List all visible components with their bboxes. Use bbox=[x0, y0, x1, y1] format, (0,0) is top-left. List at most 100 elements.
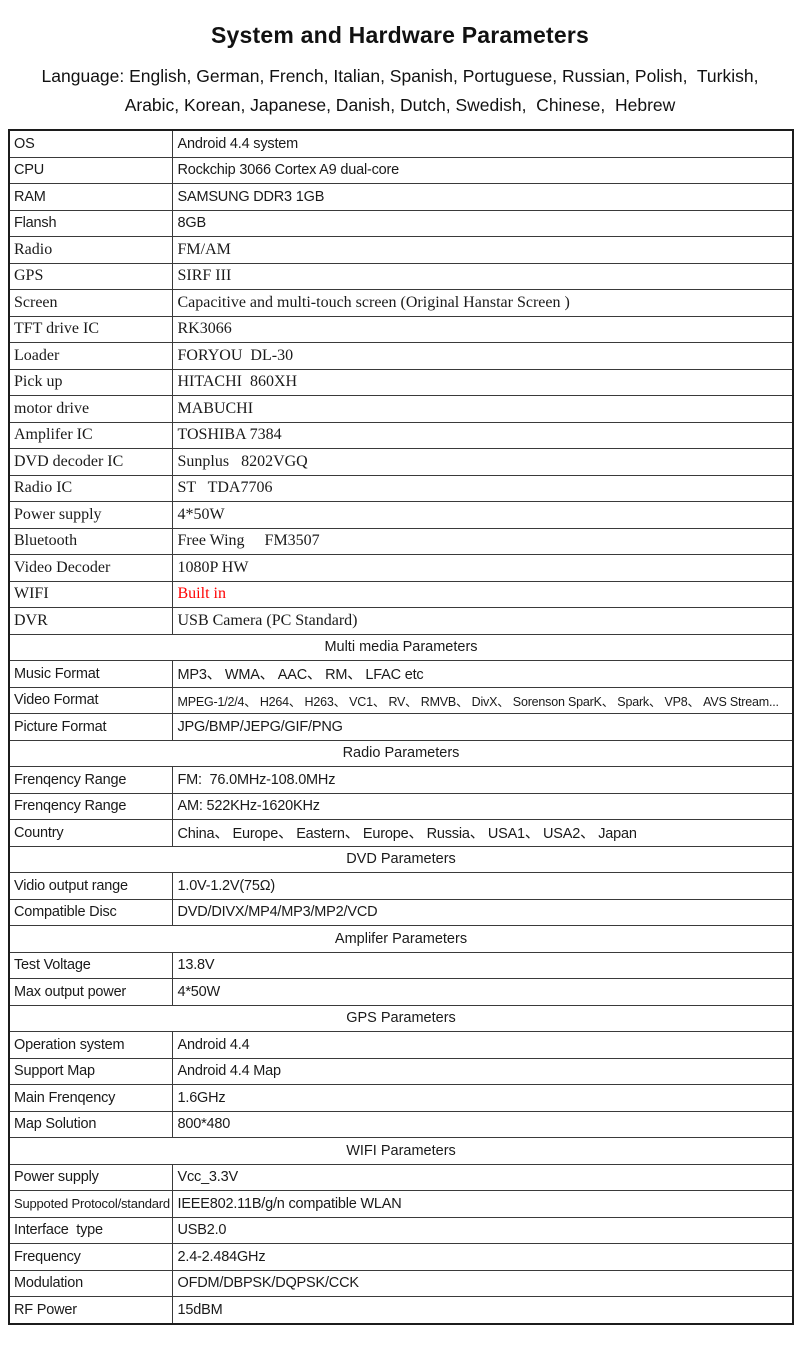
spec-row: Screen Capacitive and multi-touch screen… bbox=[8, 289, 794, 317]
spec-row-value: 2.4-2.484GHz bbox=[171, 1243, 794, 1271]
spec-row-label: Picture Format bbox=[8, 713, 173, 741]
spec-row-value: 1.0V-1.2V(75Ω) bbox=[171, 872, 794, 900]
spec-row-label: OS bbox=[8, 129, 173, 158]
spec-row: Operation system Android 4.4 bbox=[8, 1031, 794, 1059]
section-header-title: GPS Parameters bbox=[8, 1004, 794, 1032]
spec-row-label: Main Frenqency bbox=[8, 1084, 173, 1112]
spec-row: Video Format MPEG-1/2/4、 H264、 H263、 VC1… bbox=[8, 686, 794, 714]
section-header-row: DVD Parameters bbox=[8, 845, 794, 873]
section-header-title: Amplifer Parameters bbox=[8, 925, 794, 953]
spec-row: CPU Rockchip 3066 Cortex A9 dual-core bbox=[8, 156, 794, 184]
spec-row: Max output power 4*50W bbox=[8, 978, 794, 1006]
spec-row: Picture Format JPG/BMP/JEPG/GIF/PNG bbox=[8, 713, 794, 741]
spec-row-value: AM: 522KHz-1620KHz bbox=[171, 792, 794, 820]
spec-row-value: SAMSUNG DDR3 1GB bbox=[171, 183, 794, 211]
spec-row-value: Vcc_3.3V bbox=[171, 1163, 794, 1191]
spec-row-label: DVD decoder IC bbox=[8, 448, 173, 476]
spec-row: Power supply 4*50W bbox=[8, 501, 794, 529]
spec-row: Frequency 2.4-2.484GHz bbox=[8, 1243, 794, 1271]
spec-row-label: Radio bbox=[8, 236, 173, 264]
spec-row: Pick up HITACHI 860XH bbox=[8, 368, 794, 396]
spec-row-label: Max output power bbox=[8, 978, 173, 1006]
language-list: Language: English, German, French, Itali… bbox=[18, 62, 782, 120]
section-header-title: DVD Parameters bbox=[8, 845, 794, 873]
spec-row-value: Sunplus 8202VGQ bbox=[171, 448, 794, 476]
spec-row-label: Country bbox=[8, 819, 173, 847]
spec-table-body: OS Android 4.4 system CPU Rockchip 3066 … bbox=[8, 129, 794, 1324]
spec-row: Country China、 Europe、 Eastern、 Europe、 … bbox=[8, 819, 794, 847]
spec-row-value: Built in bbox=[171, 580, 794, 608]
section-header-row: Multi media Parameters bbox=[8, 633, 794, 661]
spec-row: Amplifer IC TOSHIBA 7384 bbox=[8, 421, 794, 449]
spec-row-value: Rockchip 3066 Cortex A9 dual-core bbox=[171, 156, 794, 184]
spec-row-value: Capacitive and multi-touch screen (Origi… bbox=[171, 289, 794, 317]
spec-row: Suppoted Protocol/standard IEEE802.11B/g… bbox=[8, 1190, 794, 1218]
spec-row-value: 1.6GHz bbox=[171, 1084, 794, 1112]
section-header-title: Multi media Parameters bbox=[8, 633, 794, 661]
section-header-row: Amplifer Parameters bbox=[8, 925, 794, 953]
spec-row-value: Android 4.4 system bbox=[171, 129, 794, 158]
spec-row: Video Decoder 1080P HW bbox=[8, 554, 794, 582]
spec-row-value: FORYOU DL-30 bbox=[171, 342, 794, 370]
spec-row-label: GPS bbox=[8, 262, 173, 290]
spec-row-value: RK3066 bbox=[171, 315, 794, 343]
spec-row-label: Suppoted Protocol/standard bbox=[8, 1190, 173, 1218]
section-header-row: Radio Parameters bbox=[8, 739, 794, 767]
spec-row-label: Vidio output range bbox=[8, 872, 173, 900]
spec-row-label: Compatible Disc bbox=[8, 898, 173, 926]
spec-row-value: 8GB bbox=[171, 209, 794, 237]
spec-row-value: Android 4.4 Map bbox=[171, 1057, 794, 1085]
spec-row-value: USB Camera (PC Standard) bbox=[171, 607, 794, 635]
spec-row: DVD decoder IC Sunplus 8202VGQ bbox=[8, 448, 794, 476]
spec-row: Flansh 8GB bbox=[8, 209, 794, 237]
spec-row-label: Interface type bbox=[8, 1216, 173, 1244]
spec-row-value: DVD/DIVX/MP4/MP3/MP2/VCD bbox=[171, 898, 794, 926]
spec-row: RAM SAMSUNG DDR3 1GB bbox=[8, 183, 794, 211]
spec-row: Bluetooth Free Wing FM3507 bbox=[8, 527, 794, 555]
spec-row: Modulation OFDM/DBPSK/DQPSK/CCK bbox=[8, 1269, 794, 1297]
spec-row-value: Free Wing FM3507 bbox=[171, 527, 794, 555]
spec-row-value: 15dBM bbox=[171, 1296, 794, 1324]
spec-row-label: Amplifer IC bbox=[8, 421, 173, 449]
spec-row-label: Bluetooth bbox=[8, 527, 173, 555]
spec-row-value: JPG/BMP/JEPG/GIF/PNG bbox=[171, 713, 794, 741]
spec-row-label: WIFI bbox=[8, 580, 173, 608]
spec-row: GPS SIRF III bbox=[8, 262, 794, 290]
spec-row-value: Android 4.4 bbox=[171, 1031, 794, 1059]
spec-row: Radio FM/AM bbox=[8, 236, 794, 264]
spec-row-value: 1080P HW bbox=[171, 554, 794, 582]
spec-row-value: FM: 76.0MHz-108.0MHz bbox=[171, 766, 794, 794]
section-header-row: GPS Parameters bbox=[8, 1004, 794, 1032]
spec-row-label: motor drive bbox=[8, 395, 173, 423]
spec-row: RF Power 15dBM bbox=[8, 1296, 794, 1324]
spec-row: Radio IC ST TDA7706 bbox=[8, 474, 794, 502]
spec-row: Frenqency Range AM: 522KHz-1620KHz bbox=[8, 792, 794, 820]
spec-row-label: RF Power bbox=[8, 1296, 173, 1324]
spec-row-label: Flansh bbox=[8, 209, 173, 237]
spec-row-value: ST TDA7706 bbox=[171, 474, 794, 502]
spec-row: motor drive MABUCHI bbox=[8, 395, 794, 423]
section-header-title: Radio Parameters bbox=[8, 739, 794, 767]
spec-row-label: Loader bbox=[8, 342, 173, 370]
spec-row-label: Frenqency Range bbox=[8, 766, 173, 794]
spec-row-value: USB2.0 bbox=[171, 1216, 794, 1244]
spec-row-value: 4*50W bbox=[171, 501, 794, 529]
spec-row-label: Video Format bbox=[8, 686, 173, 714]
spec-row: Frenqency Range FM: 76.0MHz-108.0MHz bbox=[8, 766, 794, 794]
spec-row-value: SIRF III bbox=[171, 262, 794, 290]
spec-row-value: 13.8V bbox=[171, 951, 794, 979]
spec-row: Compatible Disc DVD/DIVX/MP4/MP3/MP2/VCD bbox=[8, 898, 794, 926]
spec-row: Loader FORYOU DL-30 bbox=[8, 342, 794, 370]
spec-row-value: MPEG-1/2/4、 H264、 H263、 VC1、 RV、 RMVB、 D… bbox=[171, 686, 794, 714]
spec-row: DVR USB Camera (PC Standard) bbox=[8, 607, 794, 635]
spec-row: Interface type USB2.0 bbox=[8, 1216, 794, 1244]
spec-row: OS Android 4.4 system bbox=[8, 129, 794, 158]
spec-row-label: CPU bbox=[8, 156, 173, 184]
spec-row-value: FM/AM bbox=[171, 236, 794, 264]
spec-row: Support Map Android 4.4 Map bbox=[8, 1057, 794, 1085]
spec-row-value: China、 Europe、 Eastern、 Europe、 Russia、 … bbox=[171, 819, 794, 847]
spec-row-label: DVR bbox=[8, 607, 173, 635]
spec-row-label: Frenqency Range bbox=[8, 792, 173, 820]
spec-row-label: Video Decoder bbox=[8, 554, 173, 582]
spec-row: Vidio output range 1.0V-1.2V(75Ω) bbox=[8, 872, 794, 900]
